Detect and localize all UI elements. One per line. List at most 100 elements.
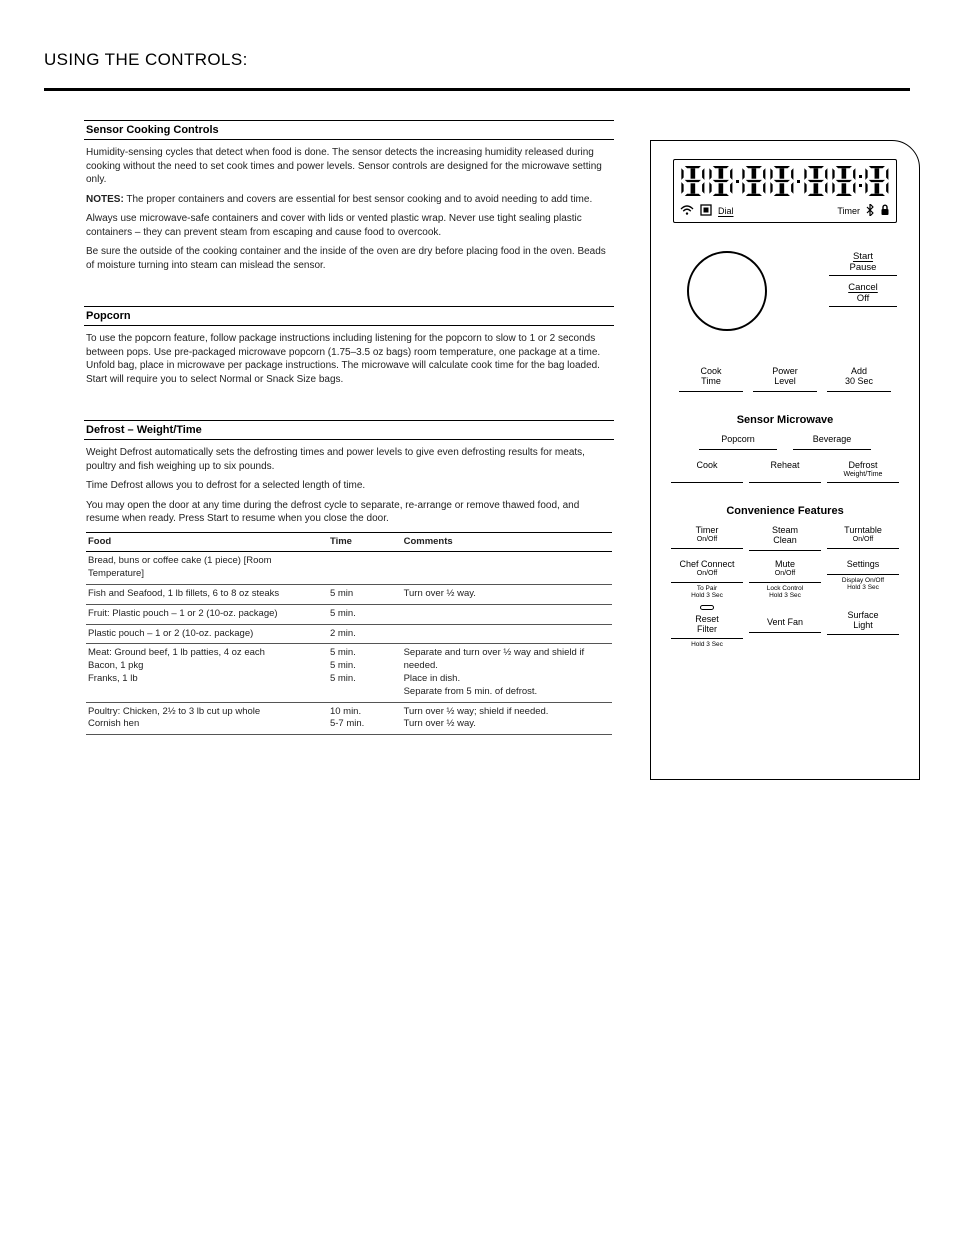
turntable-label: Turntable (844, 525, 882, 535)
conv-row-1: Timer On/Off Steam Clean Turntable On/Of… (667, 523, 903, 551)
table-header-row: Food Time Comments (86, 532, 612, 552)
table-cell: Turn over ½ way. (402, 584, 612, 604)
table-cell: Bread, buns or coffee cake (1 piece) [Ro… (86, 552, 328, 585)
table-cell (402, 624, 612, 644)
section-sensor: Sensor Cooking Controls Humidity-sensing… (84, 120, 614, 280)
cancel-off-button[interactable]: Cancel Off (829, 282, 897, 307)
dial-bottom-label: Press to Enter (673, 333, 781, 347)
mute-label: Mute (775, 559, 795, 569)
section-heading: Sensor Cooking Controls (84, 120, 614, 140)
display-box: Dial Timer (673, 159, 897, 223)
table-row: Plastic pouch – 1 or 2 (10-oz. package)2… (86, 624, 612, 644)
table-cell (402, 604, 612, 624)
stop-icon (700, 204, 712, 218)
off-label: Off (829, 293, 897, 304)
colon (858, 175, 862, 187)
display-right-icons: Timer (837, 204, 890, 218)
cancel-label: Cancel (829, 282, 897, 293)
timer-label: Timer (837, 206, 860, 216)
dot (797, 180, 801, 183)
timer-button[interactable]: Timer On/Off (671, 523, 743, 549)
seg-digit (769, 166, 795, 196)
row-cook-power-add: Cook Time Power Level Add 30 Sec (667, 365, 903, 392)
add-30-sec-button[interactable]: Add 30 Sec (827, 365, 891, 392)
paragraph: Humidity-sensing cycles that detect when… (86, 146, 612, 187)
paragraph: Always use microwave-safe containers and… (86, 212, 612, 239)
section-popcorn: Popcorn To use the popcorn feature, foll… (84, 306, 614, 394)
selector-dial[interactable] (687, 251, 767, 331)
reheat-button[interactable]: Reheat (749, 458, 821, 484)
surface-light-button[interactable]: Surface Light (827, 608, 899, 636)
defrost-table: Food Time Comments Bread, buns or coffee… (86, 532, 612, 736)
notes-label: NOTES: (86, 194, 124, 205)
table-row: Fruit: Plastic pouch – 1 or 2 (10-oz. pa… (86, 604, 612, 624)
settings-button[interactable]: Settings (827, 557, 899, 575)
conv-row-3: Reset Filter Hold 3 Sec Vent Fan Surface… (667, 605, 903, 649)
turntable-sublabel: On/Off (827, 536, 899, 544)
table-cell: Fish and Seafood, 1 lb fillets, 6 to 8 o… (86, 584, 328, 604)
defrost-label: Defrost (848, 460, 877, 470)
chef-connect-sublabel: On/Off (671, 570, 743, 578)
reset-filter-button[interactable]: Reset Filter (671, 612, 743, 640)
bluetooth-icon (866, 204, 874, 218)
row-cook-reheat-defrost: Cook Reheat Defrost Weight/Time (667, 458, 903, 484)
table-cell: Plastic pouch – 1 or 2 (10-oz. package) (86, 624, 328, 644)
cook-button[interactable]: Cook (671, 458, 743, 484)
oval-icon (700, 605, 714, 610)
table-row: Meat: Ground beef, 1 lb patties, 4 oz ea… (86, 644, 612, 702)
table-cell (328, 552, 402, 585)
top-rule (44, 88, 910, 91)
table-cell: Poultry: Chicken, 2½ to 3 lb cut up whol… (86, 702, 328, 735)
paragraph: Weight Defrost automatically sets the de… (86, 446, 612, 473)
table-cell: Turn over ½ way; shield if needed. Turn … (402, 702, 612, 735)
table-cell: Fruit: Plastic pouch – 1 or 2 (10-oz. pa… (86, 604, 328, 624)
control-panel: Dial Timer (650, 140, 920, 780)
th-comments: Comments (402, 532, 612, 552)
timer-sublabel: On/Off (671, 536, 743, 544)
segment-row (680, 166, 890, 196)
timer-label: Timer (696, 525, 719, 535)
dial-top-label: Turn to Select (673, 235, 781, 249)
convenience-heading: Convenience Features (667, 505, 903, 517)
table-cell: 5 min. (328, 604, 402, 624)
sensor-microwave-heading: Sensor Microwave (667, 414, 903, 426)
cook-time-button[interactable]: Cook Time (679, 365, 743, 392)
row-popcorn-beverage: Popcorn Beverage (667, 432, 903, 450)
section-defrost: Defrost – Weight/Time Weight Defrost aut… (84, 420, 614, 737)
conv-row-2: Chef Connect On/Off To Pair Hold 3 Sec M… (667, 557, 903, 599)
reset-hold-label: Hold 3 Sec (671, 641, 743, 648)
mute-button[interactable]: Mute On/Off (749, 557, 821, 583)
beverage-button[interactable]: Beverage (793, 432, 871, 450)
defrost-button[interactable]: Defrost Weight/Time (827, 458, 899, 484)
th-time: Time (328, 532, 402, 552)
turntable-button[interactable]: Turntable On/Off (827, 523, 899, 549)
th-food: Food (86, 532, 328, 552)
paragraph: To use the popcorn feature, follow packa… (86, 332, 612, 386)
page-title: USING THE CONTROLS: (44, 50, 248, 70)
section-heading: Popcorn (84, 306, 614, 326)
wifi-icon (680, 205, 694, 218)
steam-clean-button[interactable]: Steam Clean (749, 523, 821, 551)
display-left-icons: Dial (680, 204, 734, 218)
seg-digit (864, 166, 890, 196)
table-cell: 5 min. 5 min. 5 min. (328, 644, 402, 702)
start-pause-button[interactable]: Start Pause (829, 251, 897, 276)
vent-fan-button[interactable]: Vent Fan (749, 615, 821, 633)
mute-sublabel: On/Off (749, 570, 821, 578)
paragraph: Time Defrost allows you to defrost for a… (86, 479, 612, 493)
popcorn-button[interactable]: Popcorn (699, 432, 777, 450)
paragraph: You may open the door at any time during… (86, 499, 612, 526)
section-body: Weight Defrost automatically sets the de… (84, 440, 614, 737)
dial-label: Dial (718, 206, 734, 216)
table-cell: 5 min (328, 584, 402, 604)
page: USING THE CONTROLS: Sensor Cooking Contr… (0, 0, 954, 1235)
seg-digit (803, 166, 829, 196)
table-cell: Separate and turn over ½ way and shield … (402, 644, 612, 702)
table-row: Bread, buns or coffee cake (1 piece) [Ro… (86, 552, 612, 585)
chef-connect-button[interactable]: Chef Connect On/Off (671, 557, 743, 583)
seg-digit (708, 166, 734, 196)
power-level-button[interactable]: Power Level (753, 365, 817, 392)
paragraph: Be sure the outside of the cooking conta… (86, 245, 612, 272)
seg-digit (741, 166, 767, 196)
defrost-sublabel: Weight/Time (827, 471, 899, 479)
